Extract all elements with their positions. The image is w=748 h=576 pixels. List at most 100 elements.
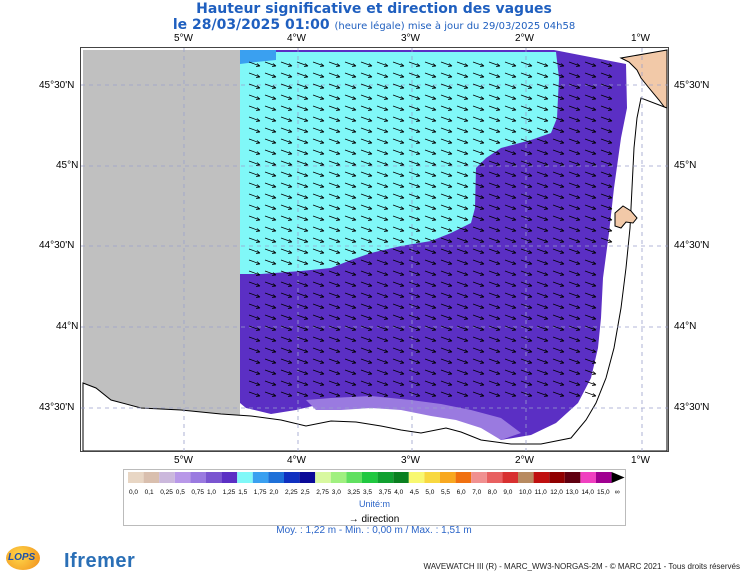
direction-arrow xyxy=(536,270,549,276)
direction-arrow xyxy=(440,281,453,287)
direction-arrow xyxy=(312,160,325,166)
direction-arrow xyxy=(536,215,549,221)
direction-arrow xyxy=(472,347,485,353)
map-title: Hauteur significative et direction des v… xyxy=(196,1,552,17)
direction-arrow xyxy=(440,369,453,375)
direction-arrow xyxy=(360,94,373,100)
direction-arrow xyxy=(568,380,581,386)
direction-arrow xyxy=(296,314,309,320)
direction-arrow xyxy=(584,380,597,386)
direction-arrow xyxy=(472,259,485,265)
direction-arrow xyxy=(376,237,389,243)
direction-arrow xyxy=(328,281,341,287)
legend-swatch xyxy=(346,472,362,483)
direction-arrow xyxy=(264,94,277,100)
direction-arrow xyxy=(584,369,597,375)
direction-arrow xyxy=(584,325,597,331)
direction-arrow xyxy=(600,226,613,232)
direction-arrow xyxy=(376,248,389,254)
direction-arrow xyxy=(248,94,261,100)
direction-arrow xyxy=(472,94,485,100)
direction-arrow xyxy=(280,281,293,287)
direction-arrow xyxy=(504,138,517,144)
lon-label-top-2w: 2°W xyxy=(515,33,534,44)
wave-map-canvas xyxy=(81,48,668,452)
direction-arrow xyxy=(440,83,453,89)
direction-arrow xyxy=(424,204,437,210)
direction-arrow xyxy=(424,248,437,254)
direction-arrow xyxy=(488,72,501,78)
direction-arrow xyxy=(536,72,549,78)
direction-arrow xyxy=(280,61,293,67)
legend-swatch xyxy=(393,472,409,483)
direction-arrow xyxy=(568,259,581,265)
legend-label: 0,1 xyxy=(145,489,154,496)
direction-arrow xyxy=(440,171,453,177)
direction-arrow xyxy=(568,94,581,100)
direction-arrow xyxy=(328,303,341,309)
direction-arrow xyxy=(472,193,485,199)
direction-arrow xyxy=(360,347,373,353)
legend-label: 4,5 xyxy=(410,489,419,496)
direction-arrow xyxy=(296,369,309,375)
legend-label: 13,0 xyxy=(566,489,579,496)
direction-arrow xyxy=(424,259,437,265)
direction-arrow xyxy=(328,94,341,100)
direction-arrow xyxy=(280,325,293,331)
direction-arrow xyxy=(328,237,341,243)
direction-arrow xyxy=(280,160,293,166)
direction-arrow xyxy=(600,94,613,100)
direction-arrow xyxy=(280,237,293,243)
direction-arrow xyxy=(440,72,453,78)
lat-label-right-4330: 43°30'N xyxy=(674,402,710,413)
direction-arrow xyxy=(600,138,613,144)
direction-arrow xyxy=(424,237,437,243)
wave-map[interactable] xyxy=(80,47,669,452)
direction-arrow xyxy=(264,325,277,331)
direction-arrow xyxy=(568,314,581,320)
direction-arrow xyxy=(584,171,597,177)
direction-arrow xyxy=(584,83,597,89)
direction-arrow xyxy=(472,380,485,386)
direction-arrow xyxy=(456,193,469,199)
direction-arrow xyxy=(248,248,261,254)
date-label: le 28/03/2025 01:00 xyxy=(172,17,330,33)
direction-arrow xyxy=(424,160,437,166)
direction-arrow xyxy=(344,259,357,265)
direction-arrow xyxy=(504,226,517,232)
direction-arrow xyxy=(408,127,421,133)
direction-arrow xyxy=(360,215,373,221)
direction-arrow xyxy=(456,61,469,67)
direction-arrow xyxy=(296,325,309,331)
direction-arrow xyxy=(440,193,453,199)
direction-arrow xyxy=(472,127,485,133)
direction-arrow xyxy=(584,281,597,287)
direction-arrow xyxy=(312,204,325,210)
direction-arrow xyxy=(264,369,277,375)
direction-arrow xyxy=(600,116,613,122)
direction-arrow xyxy=(392,160,405,166)
direction-arrow xyxy=(312,391,325,397)
direction-arrow xyxy=(584,160,597,166)
direction-arrow xyxy=(248,281,261,287)
direction-arrow xyxy=(264,61,277,67)
direction-arrow xyxy=(408,160,421,166)
direction-arrow xyxy=(248,369,261,375)
direction-arrow xyxy=(536,358,549,364)
legend-swatch xyxy=(330,472,347,483)
direction-arrow xyxy=(600,204,613,210)
direction-arrow xyxy=(520,336,533,342)
direction-arrow xyxy=(536,204,549,210)
direction-arrow xyxy=(568,325,581,331)
direction-arrow xyxy=(456,259,469,265)
direction-arrow xyxy=(568,292,581,298)
direction-arrow xyxy=(248,138,261,144)
legend-swatch xyxy=(128,472,144,483)
direction-arrow xyxy=(408,259,421,265)
legend-label: 3,75 xyxy=(379,489,392,496)
direction-arrow xyxy=(328,226,341,232)
legend-colorbar: 0,0 0,1 0,25 0,5 0,75 1,0 1,25 1,5 1,75 2,0 2,25 2,… xyxy=(128,472,625,496)
direction-arrow xyxy=(424,391,437,397)
direction-arrow xyxy=(440,391,453,397)
direction-arrow xyxy=(520,259,533,265)
